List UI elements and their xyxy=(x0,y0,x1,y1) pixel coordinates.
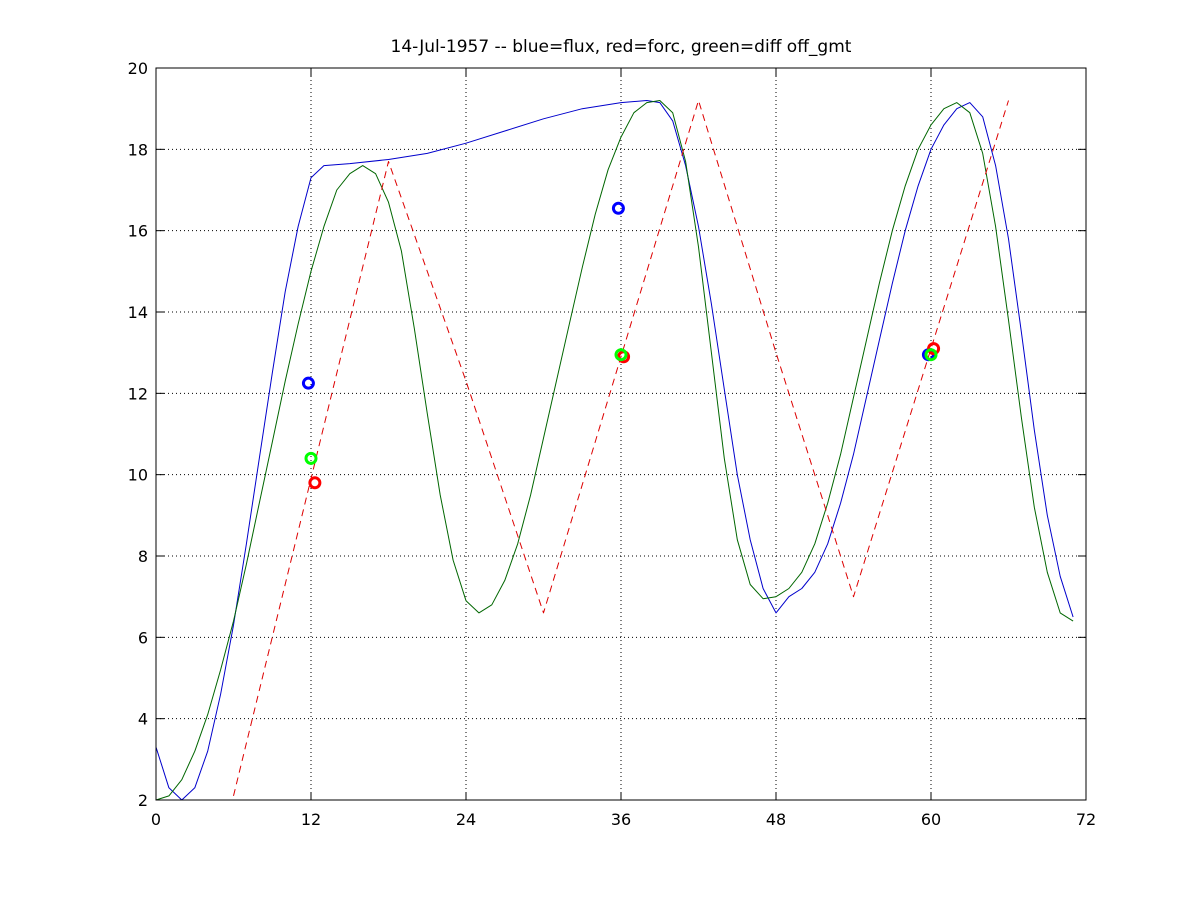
markers xyxy=(301,201,941,490)
series-line-flux xyxy=(155,100,1074,801)
y-tick-label: 14 xyxy=(128,303,148,322)
marker-flux xyxy=(611,201,625,215)
series-line-diff xyxy=(155,100,1074,801)
y-tick-label: 18 xyxy=(128,140,148,159)
chart-title: 14-Jul-1957 -- blue=flux, red=forc, gree… xyxy=(391,37,852,57)
x-tick-label: 36 xyxy=(611,810,631,829)
grid-lines xyxy=(156,68,1086,800)
marker-diff xyxy=(614,348,628,362)
x-tick-label: 48 xyxy=(766,810,786,829)
marker-forc xyxy=(927,342,941,356)
x-tick-label: 0 xyxy=(151,810,161,829)
marker-forc xyxy=(308,476,322,490)
x-tick-label: 12 xyxy=(301,810,321,829)
series-line-forc xyxy=(233,100,1009,797)
y-axis-tick-labels: 2 4 6 8 10 12 14 16 18 20 xyxy=(128,59,148,810)
y-tick-label: 2 xyxy=(138,791,148,810)
marker-diff xyxy=(924,348,938,362)
marker-diff xyxy=(304,451,318,465)
y-tick-label: 6 xyxy=(138,628,148,647)
x-axis-tick-labels: 0 12 24 36 48 60 72 xyxy=(151,810,1096,829)
y-tick-label: 12 xyxy=(128,384,148,403)
y-tick-label: 20 xyxy=(128,59,148,78)
y-tick-label: 4 xyxy=(138,710,148,729)
y-tick-label: 10 xyxy=(128,466,148,485)
marker-flux xyxy=(301,376,315,390)
x-tick-label: 72 xyxy=(1076,810,1096,829)
y-tick-label: 8 xyxy=(138,547,148,566)
x-tick-label: 24 xyxy=(456,810,476,829)
y-tick-label: 16 xyxy=(128,222,148,241)
x-tick-label: 60 xyxy=(921,810,941,829)
axis-ticks xyxy=(155,67,1087,801)
series-lines xyxy=(155,100,1074,801)
